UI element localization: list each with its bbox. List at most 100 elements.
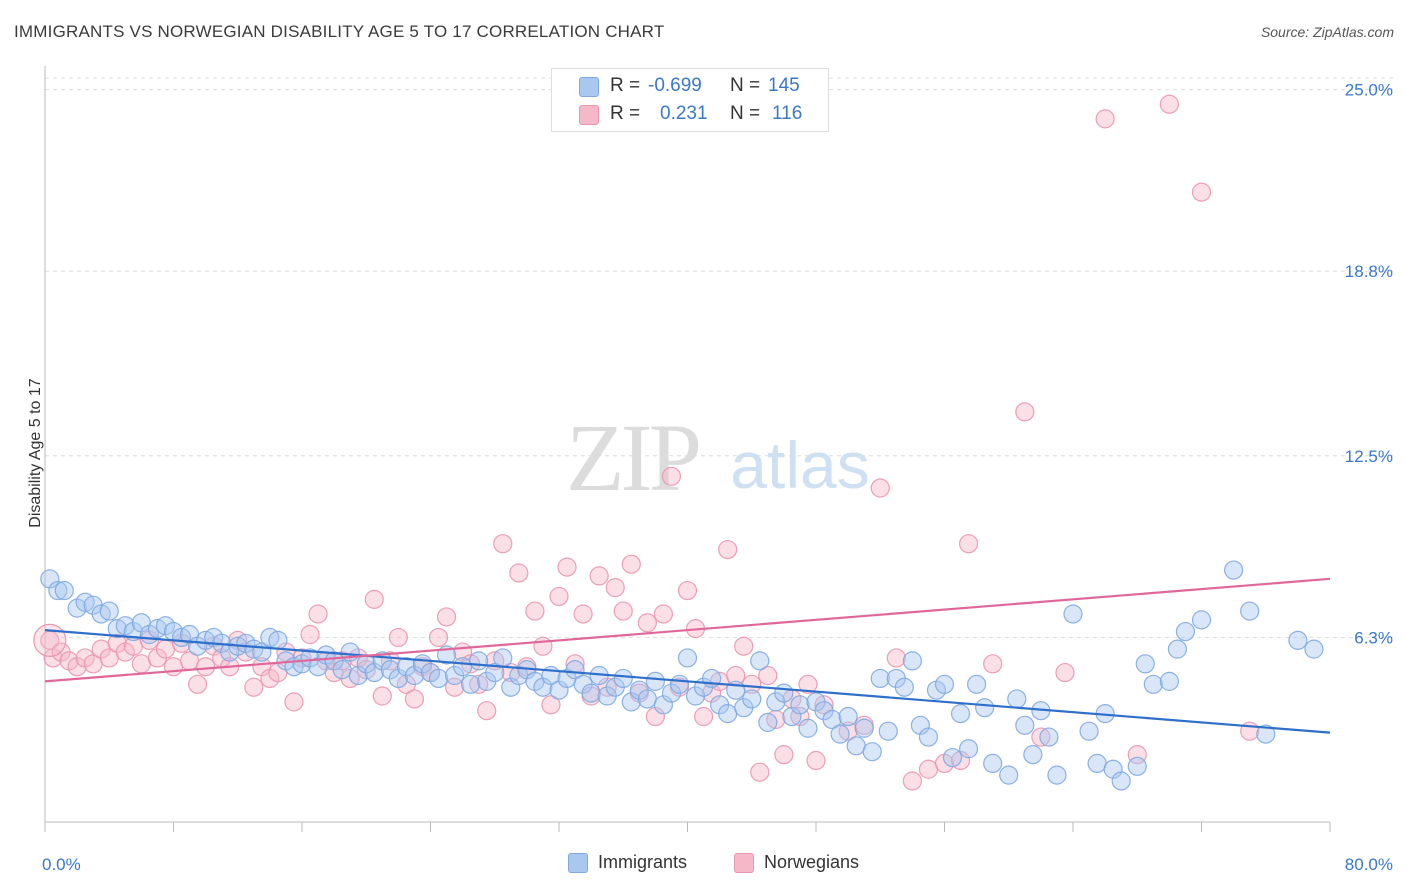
- legend-label-immigrants: Immigrants: [598, 852, 688, 872]
- norwegians-point: [870, 478, 890, 498]
- immigrants-point: [1111, 771, 1131, 791]
- immigrants-point: [1087, 753, 1107, 774]
- immigrants-point: [54, 580, 74, 601]
- n-label: N =: [730, 103, 761, 124]
- immigrants-point: [1288, 630, 1308, 650]
- x-tick-label: 0.0%: [42, 855, 81, 874]
- norwegians-point: [187, 674, 208, 694]
- immigrants-point: [493, 648, 513, 668]
- immigrants-point: [967, 674, 987, 694]
- immigrants-point: [645, 671, 665, 691]
- norwegians-point: [677, 580, 698, 601]
- immigrants-point: [677, 648, 698, 668]
- immigrants-point: [565, 660, 585, 680]
- immigrants-point: [878, 721, 898, 741]
- immigrants-point: [846, 736, 866, 756]
- immigrants-point: [1023, 745, 1043, 765]
- immigrants-point: [1039, 727, 1059, 747]
- n-label: N =: [730, 75, 761, 96]
- x-tick-labels: 0.0% 80.0%: [42, 855, 1393, 874]
- norwegians-point: [693, 706, 714, 727]
- immigrants-point: [332, 660, 352, 680]
- norwegians-point: [886, 648, 906, 668]
- immigrants-point: [838, 706, 858, 727]
- y-tick-label: 6.3%: [1354, 628, 1393, 647]
- immigrants-point: [854, 718, 874, 738]
- norwegians-point: [477, 701, 497, 721]
- immigrants-point: [942, 747, 963, 768]
- norwegians-point: [798, 674, 818, 694]
- norwegians-trendline: [44, 577, 1331, 683]
- immigrants-point: [822, 709, 842, 730]
- norwegians-point: [493, 534, 513, 554]
- immigrants-point: [581, 683, 601, 703]
- immigrants-point: [1159, 671, 1179, 691]
- immigrants-point: [950, 704, 971, 724]
- immigrants-point: [1143, 674, 1163, 694]
- norwegians-point: [806, 750, 826, 771]
- immigrants-point: [758, 712, 778, 732]
- immigrants-point: [798, 718, 818, 738]
- immigrants-swatch: [579, 77, 599, 97]
- watermark-zip: ZIP: [566, 404, 699, 511]
- norwegians-point: [1015, 402, 1035, 422]
- axes: [44, 66, 1331, 832]
- norwegians-point: [244, 677, 264, 697]
- watermark-atlas: atlas: [730, 428, 869, 502]
- norwegians-point: [533, 636, 553, 656]
- norwegians-point: [428, 627, 449, 648]
- immigrants-point: [790, 695, 810, 715]
- norwegians-point: [621, 554, 641, 574]
- immigrants-point: [669, 674, 690, 694]
- immigrants-point: [999, 765, 1019, 785]
- norwegians-point: [1159, 94, 1179, 114]
- norwegians-point: [364, 589, 384, 609]
- r-label: R =: [610, 75, 641, 96]
- immigrants-point: [862, 742, 882, 762]
- norwegians-swatch: [734, 852, 754, 873]
- immigrants-point: [718, 704, 738, 724]
- norwegians-point: [163, 657, 184, 677]
- norwegians-point: [1095, 109, 1115, 129]
- norwegians-point: [983, 654, 1003, 674]
- norwegians-point: [1031, 727, 1051, 747]
- norwegians-point: [918, 759, 939, 779]
- norwegians-point: [1191, 182, 1212, 202]
- immigrants-point: [918, 727, 939, 747]
- immigrants-swatch: [568, 852, 588, 873]
- norwegians-point: [718, 539, 738, 560]
- immigrants-point: [1167, 639, 1188, 659]
- norwegians-point: [1055, 662, 1075, 683]
- immigrants-point: [1256, 724, 1276, 744]
- immigrants-point: [870, 668, 890, 689]
- immigrants-point: [934, 674, 955, 694]
- norwegians-point: [613, 601, 633, 621]
- norwegians-point: [300, 624, 320, 645]
- series-legend: Immigrants Norwegians: [0, 852, 1406, 878]
- norwegians-point: [958, 534, 979, 554]
- y-tick-label: 25.0%: [1345, 81, 1393, 100]
- correlation-legend: R = -0.699 N = 145 R = 0.231 N = 116: [551, 68, 829, 132]
- norwegians-point: [734, 636, 754, 656]
- r-label: R =: [610, 103, 641, 124]
- immigrants-point: [469, 651, 489, 671]
- norwegians-point: [549, 586, 569, 607]
- norwegians-point: [33, 623, 67, 657]
- immigrants-point: [268, 630, 288, 650]
- norwegians-point: [284, 692, 304, 712]
- norwegians-point: [661, 466, 682, 486]
- norwegians-points: [33, 94, 1260, 791]
- immigrants-point: [958, 739, 979, 759]
- norwegians-point: [541, 695, 561, 715]
- norwegians-point: [509, 563, 529, 583]
- immigrants-point: [975, 698, 995, 718]
- norwegians-point: [131, 654, 151, 674]
- chart-title: IMMIGRANTS VS NORWEGIAN DISABILITY AGE 5…: [14, 22, 665, 41]
- immigrants-point: [99, 601, 119, 621]
- norwegians-point: [436, 607, 457, 627]
- immigrants-point: [774, 683, 794, 703]
- r-value: 0.231: [660, 103, 708, 124]
- norwegians-point: [388, 627, 408, 648]
- immigrants-point: [1135, 654, 1155, 674]
